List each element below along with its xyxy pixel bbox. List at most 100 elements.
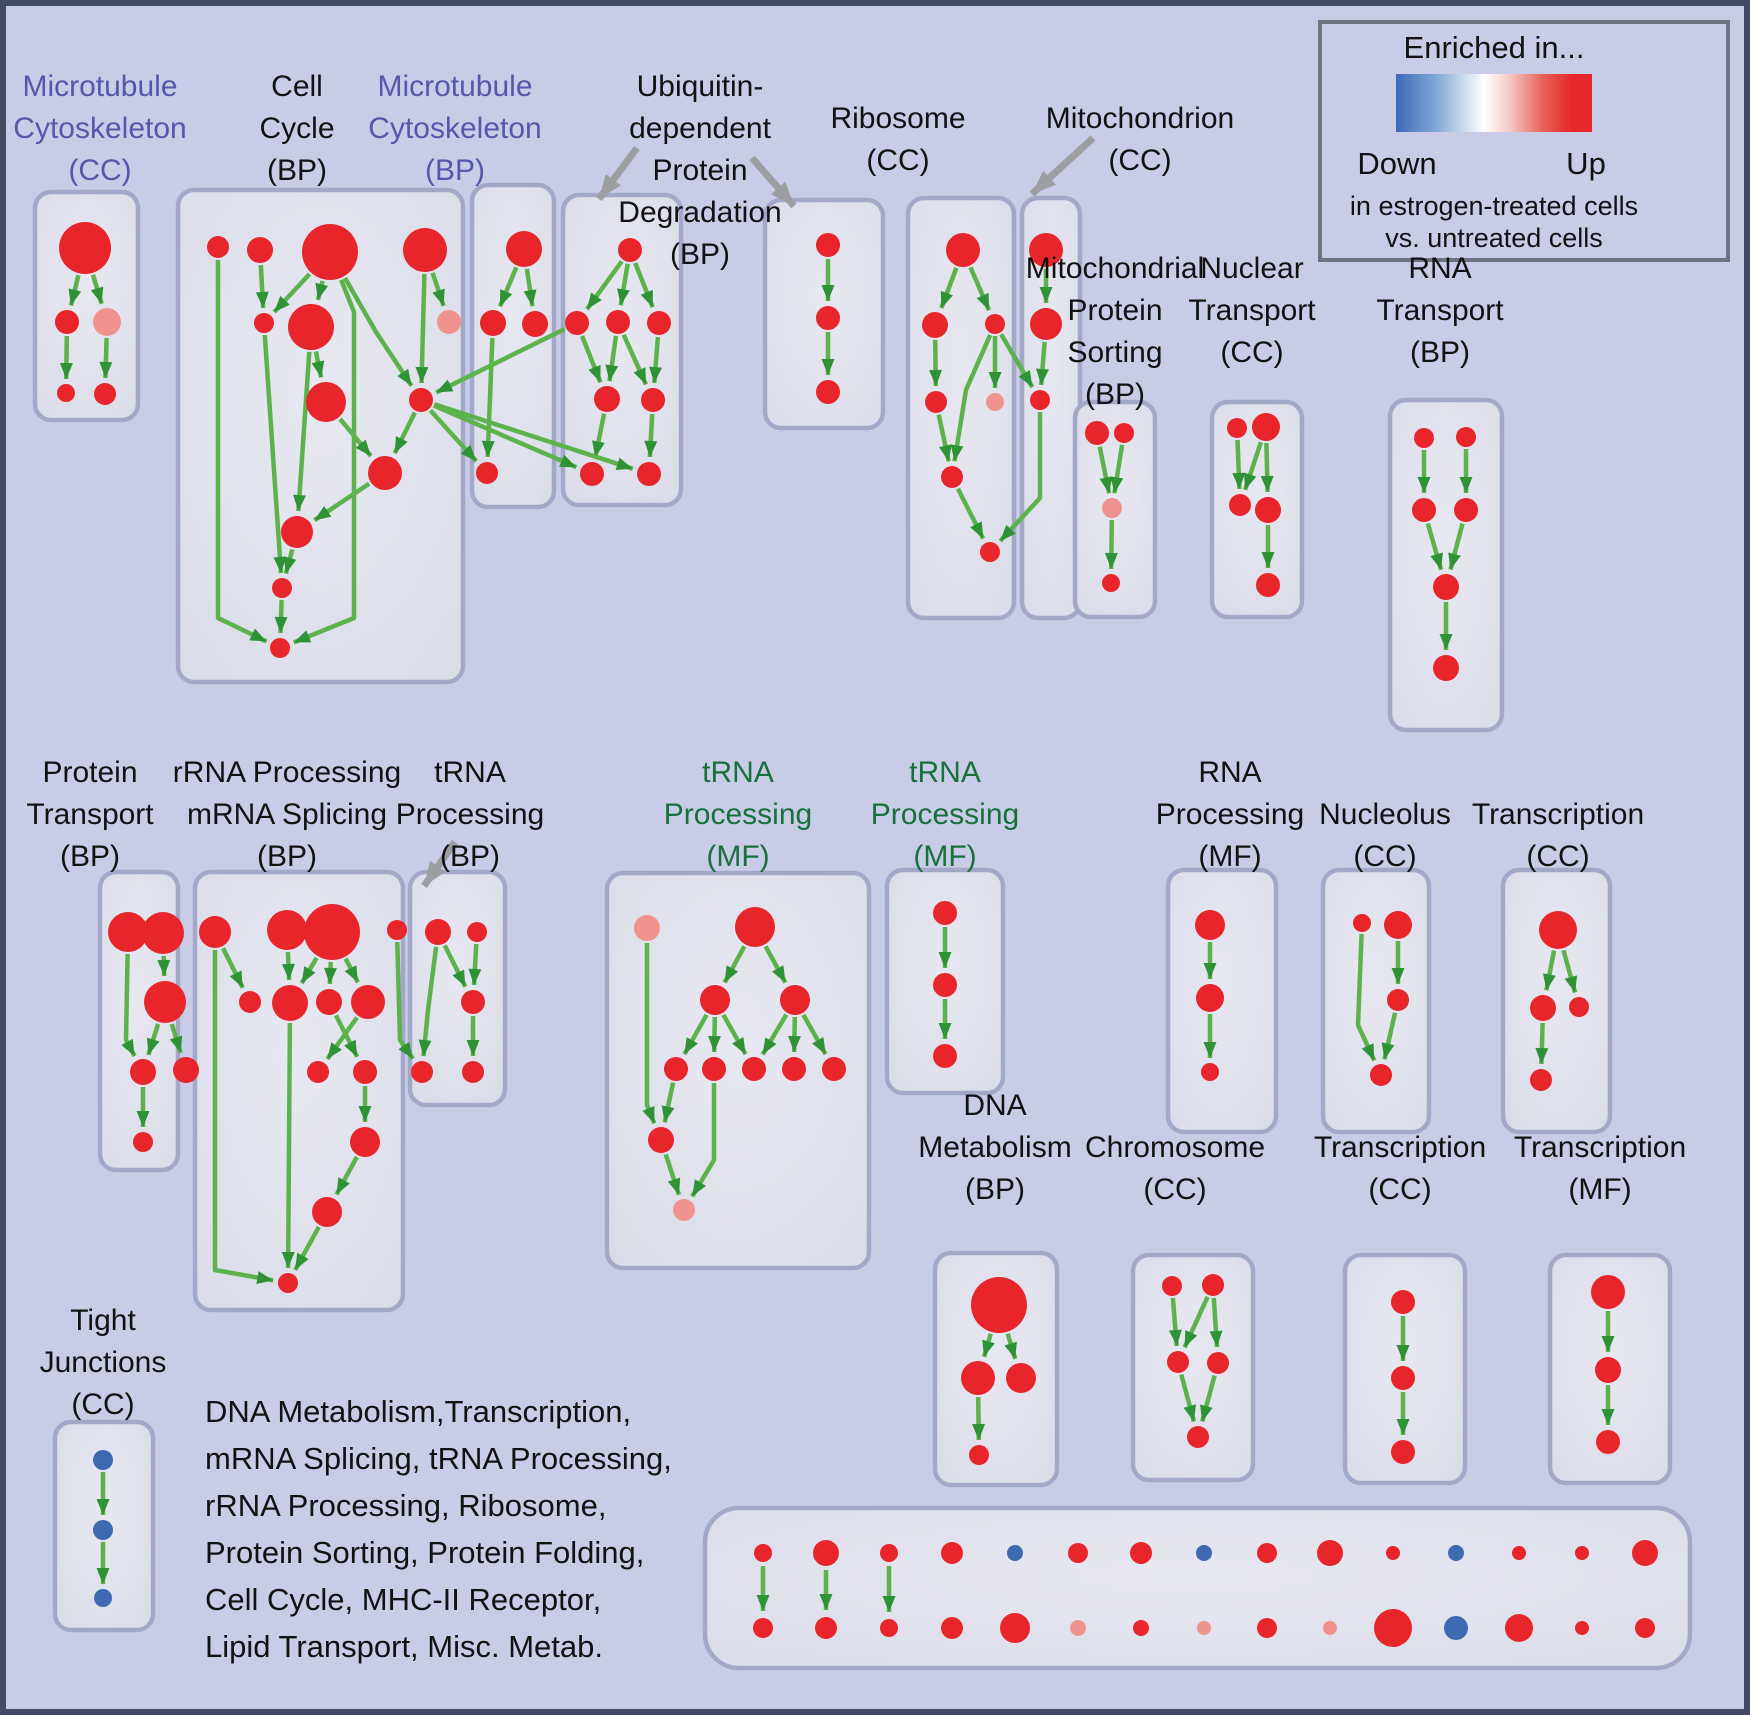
node-cell-cycle-bp-0 xyxy=(207,236,229,258)
node-cell-cycle-bp-5 xyxy=(288,304,334,350)
label-microtubule-cytoskeleton-bp: Microtubule Cytoskeleton (BP) xyxy=(368,70,542,187)
node-rrna-processing-mrna-splicing-bp-1 xyxy=(267,910,307,950)
edge-rrna-processing-mrna-splicing-bp-7 xyxy=(333,1014,360,1058)
edge-trna-processing-bp-3 xyxy=(418,946,439,1057)
edge-microtubule-cytoskeleton-bp-2 xyxy=(481,337,495,458)
node-transcription-cc-top-1 xyxy=(1530,995,1556,1021)
edge-mitochondrial-protein-sorting-bp-2 xyxy=(1104,519,1118,570)
node-transcription-mf-1 xyxy=(1595,1357,1621,1383)
strip-node-bottom-7 xyxy=(1197,1621,1211,1635)
node-ribosome-cc-4 xyxy=(986,393,1004,411)
edge-trna-processing-mf-large-3 xyxy=(682,1013,709,1056)
node-nucleolus-cc-3 xyxy=(1370,1064,1392,1086)
node-rrna-processing-mrna-splicing-bp-5 xyxy=(272,985,308,1021)
edge-ubiquitin-degradation-box-1-4 xyxy=(605,335,619,382)
edge-ribosome-cc-4 xyxy=(950,334,993,462)
node-microtubule-cytoskeleton-bp-3 xyxy=(476,462,498,484)
node-ribosome-cc-0 xyxy=(946,233,980,267)
edge-ubiquitin-degradation-box-1-0 xyxy=(585,259,624,311)
label-ubiquitin-degradation-box-1: Ubiquitin- dependent Protein Degradation… xyxy=(618,70,782,271)
edge-cell-cycle-bp-4 xyxy=(343,276,414,388)
box-dna-metabolism-bp xyxy=(932,1250,1060,1488)
legend-gradient-bar xyxy=(1396,74,1592,132)
node-rrna-processing-mrna-splicing-bp-12 xyxy=(278,1273,298,1293)
node-trna-processing-mf-small-1 xyxy=(933,973,957,997)
edge-rrna-processing-mrna-splicing-bp-5 xyxy=(343,957,360,984)
edge-trna-processing-mf-large-8 xyxy=(801,1013,828,1056)
strip-node-bottom-0 xyxy=(753,1618,773,1638)
edge-chromosome-cc-2 xyxy=(1209,1297,1223,1348)
edge-trna-processing-bp-1 xyxy=(468,943,482,986)
node-chromosome-cc-3 xyxy=(1207,1352,1229,1374)
node-rrna-processing-mrna-splicing-bp-0 xyxy=(199,916,231,948)
edge-mitochondrial-protein-sorting-bp-0 xyxy=(1097,446,1113,494)
edge-transcription-cc-top-1 xyxy=(1561,949,1578,994)
node-ubiquitin-degradation-box-1-0 xyxy=(618,238,642,262)
callout-arrow-icon-2 xyxy=(1029,135,1096,197)
edge-rrna-processing-mrna-splicing-bp-10 xyxy=(334,1155,359,1196)
edge-cell-cycle-bp-11 xyxy=(338,417,373,458)
edge-transcription-cc-top-2 xyxy=(1535,1022,1549,1065)
node-chromosome-cc-4 xyxy=(1187,1426,1209,1448)
node-transcription-cc-bottom-1 xyxy=(1391,1366,1415,1390)
edge-cell-cycle-bp-12 xyxy=(392,411,417,455)
node-ubiquitin-degradation-box-1-1 xyxy=(565,311,589,335)
label-cell-cycle-bp: Cell Cycle (BP) xyxy=(259,70,335,187)
edge-microtubule-cytoskeleton-cc-3 xyxy=(99,337,113,379)
node-ubiquitin-degradation-box-1-3 xyxy=(647,311,671,335)
label-trna-processing-bp: tRNA Processing (BP) xyxy=(395,756,545,873)
node-rrna-processing-mrna-splicing-bp-2 xyxy=(304,904,360,960)
node-mitochondrial-protein-sorting-bp-0 xyxy=(1085,421,1109,445)
node-trna-processing-bp-2 xyxy=(461,990,485,1014)
node-mitochondrion-cc-2 xyxy=(1030,390,1050,410)
box-cell-cycle-bp xyxy=(175,187,466,685)
label-nuclear-transport-cc: Nuclear Transport (CC) xyxy=(1188,252,1316,369)
edge-nuclear-transport-cc-1 xyxy=(1242,441,1264,491)
node-transcription-cc-bottom-0 xyxy=(1391,1290,1415,1314)
node-rrna-processing-mrna-splicing-bp-8 xyxy=(307,1061,329,1083)
strip-node-top-13 xyxy=(1575,1546,1589,1560)
node-mitochondrial-protein-sorting-bp-1 xyxy=(1114,423,1134,443)
node-nuclear-transport-cc-2 xyxy=(1229,494,1251,516)
edge-trna-processing-mf-large-11 xyxy=(663,1153,682,1196)
strip-node-bottom-6 xyxy=(1133,1620,1149,1636)
node-rna-transport-bp-3 xyxy=(1454,498,1478,522)
node-trna-processing-mf-large-5 xyxy=(702,1057,726,1081)
edge-trna-processing-mf-large-10 xyxy=(690,1083,717,1198)
node-ribosome-cc-6 xyxy=(980,542,1000,562)
strip-node-top-4 xyxy=(1007,1545,1023,1561)
node-protein-transport-bp-1 xyxy=(142,912,184,954)
node-ribosome-cc-1 xyxy=(922,312,948,338)
label-microtubule-cytoskeleton-cc: Microtubule Cytoskeleton (CC) xyxy=(13,70,187,187)
node-rna-transport-bp-0 xyxy=(1414,428,1434,448)
node-nuclear-transport-cc-3 xyxy=(1255,497,1281,523)
label-trna-processing-mf-small: tRNA Processing (MF) xyxy=(870,756,1020,873)
node-microtubule-cytoskeleton-cc-1 xyxy=(55,310,79,334)
edge-microtubule-cytoskeleton-bp-1 xyxy=(523,268,537,307)
node-chromosome-cc-1 xyxy=(1202,1274,1224,1296)
edge-nuclear-transport-cc-2 xyxy=(1260,442,1274,493)
node-transcription-cc-bottom-2 xyxy=(1391,1440,1415,1464)
node-trna-processing-bp-4 xyxy=(462,1061,484,1083)
box-transcription-cc-top xyxy=(1500,867,1613,1135)
node-transcription-cc-top-3 xyxy=(1530,1069,1552,1091)
edge-rrna-processing-mrna-splicing-bp-0 xyxy=(220,947,245,989)
strip-node-bottom-5 xyxy=(1070,1620,1086,1636)
strip-node-top-12 xyxy=(1512,1546,1526,1560)
strip-node-top-9 xyxy=(1317,1540,1343,1566)
edge-nucleolus-cc-0 xyxy=(1355,933,1377,1062)
edge-rna-transport-bp-3 xyxy=(1448,523,1465,571)
edge-ubiquitin-degradation-box-1-2 xyxy=(633,262,655,309)
label-mitochondrion-cc: Mitochondrion (CC) xyxy=(1045,102,1235,177)
cross-edge-3 xyxy=(435,327,566,395)
label-ribosome-cc: Ribosome (CC) xyxy=(830,102,966,177)
strip-node-bottom-2 xyxy=(880,1619,898,1637)
node-rna-processing-mf-2 xyxy=(1201,1063,1219,1081)
label-rna-processing-mf: RNA Processing (MF) xyxy=(1155,756,1305,873)
strip-node-bottom-3 xyxy=(941,1617,963,1639)
node-nucleolus-cc-2 xyxy=(1387,989,1409,1011)
node-trna-processing-mf-large-1 xyxy=(735,907,775,947)
node-tight-junctions-cc-0 xyxy=(93,1450,113,1470)
node-protein-transport-bp-5 xyxy=(133,1132,153,1152)
